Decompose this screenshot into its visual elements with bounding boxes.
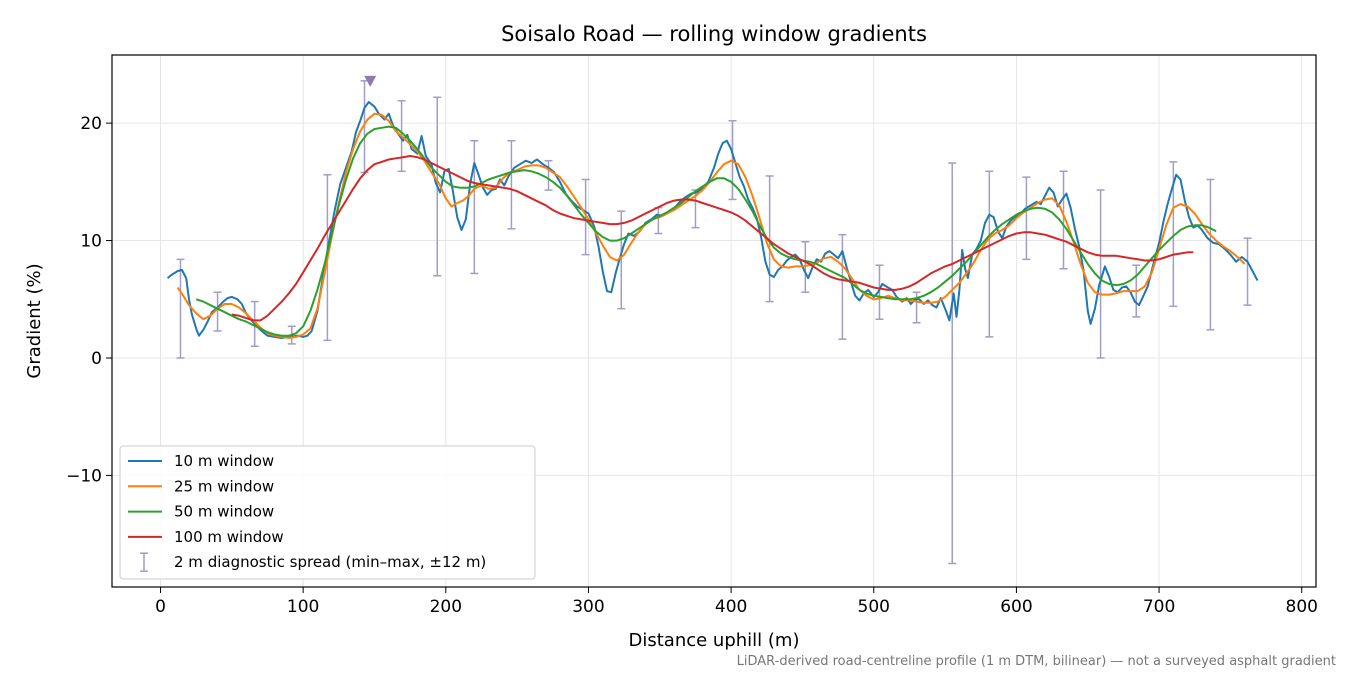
series-line-10m	[166, 101, 1259, 339]
y-tick-label: 20	[80, 114, 102, 134]
x-tick-label: 400	[715, 597, 747, 617]
plot-frame	[111, 54, 1317, 588]
series-line-50m	[195, 125, 1217, 337]
diagnostic-errorbar	[544, 159, 553, 191]
series-lines	[166, 101, 1259, 339]
x-tick-label: 200	[430, 597, 462, 617]
x-tick-label: 500	[858, 597, 890, 617]
grid	[112, 55, 1316, 587]
diagnostic-errorbar	[985, 170, 994, 338]
x-tick-label: 700	[1143, 597, 1175, 617]
diagnostic-errorbar	[1096, 189, 1105, 359]
x-tick-label: 600	[1000, 597, 1032, 617]
diagnostic-errorbar	[176, 258, 185, 359]
diagnostic-errorbar	[507, 139, 516, 230]
legend-entry-label: 100 m window	[174, 528, 284, 546]
diagnostic-errorbar	[1059, 170, 1068, 270]
diagnostic-errorbar	[1206, 178, 1215, 331]
diagnostic-errorbar	[1243, 237, 1252, 306]
peak-marker	[364, 75, 377, 87]
legend-entry-label: 50 m window	[174, 503, 274, 521]
series-line-25m	[176, 112, 1246, 339]
diagnostic-errorbar	[801, 240, 810, 293]
diagnostic-errorbar	[765, 175, 774, 303]
x-axis-ticks: 0 100 200 300 400 500 600 700 800	[155, 587, 1318, 617]
chart-title: Soisalo Road — rolling window gradients	[501, 22, 927, 46]
x-tick-label: 100	[287, 597, 319, 617]
diagnostic-errorbar	[617, 210, 626, 310]
diagnostic-errorbar	[213, 291, 222, 332]
series-line-100m	[231, 155, 1194, 322]
y-tick-label: 0	[91, 349, 102, 369]
diagnostic-errorbar	[948, 162, 957, 565]
diagnostic-errorbar	[875, 264, 884, 320]
y-axis-ticks: −10 0 10 20	[66, 114, 112, 486]
x-axis-label: Distance uphill (m)	[629, 630, 800, 651]
diagnostic-errorbar	[581, 178, 590, 256]
legend-entry-label: 2 m diagnostic spread (min–max, ±12 m)	[174, 553, 486, 571]
y-axis-label: Gradient (%)	[24, 263, 45, 378]
legend-box	[119, 445, 536, 580]
x-tick-label: 800	[1286, 597, 1318, 617]
legend-entry-label: 10 m window	[174, 452, 274, 470]
y-tick-label: 10	[80, 232, 102, 252]
footnote: LiDAR-derived road-centreline profile (1…	[737, 654, 1336, 669]
diagnostic-errorbar	[728, 120, 737, 201]
diagnostic-errorbar	[1022, 176, 1031, 261]
legend-entry-label: 25 m window	[174, 477, 274, 495]
x-tick-label: 300	[572, 597, 604, 617]
legend: 10 m window 25 m window 50 m window 100 m w…	[119, 445, 536, 580]
peak-marker-layer	[364, 75, 377, 87]
y-tick-label: −10	[66, 466, 102, 486]
x-tick-label: 0	[155, 597, 166, 617]
